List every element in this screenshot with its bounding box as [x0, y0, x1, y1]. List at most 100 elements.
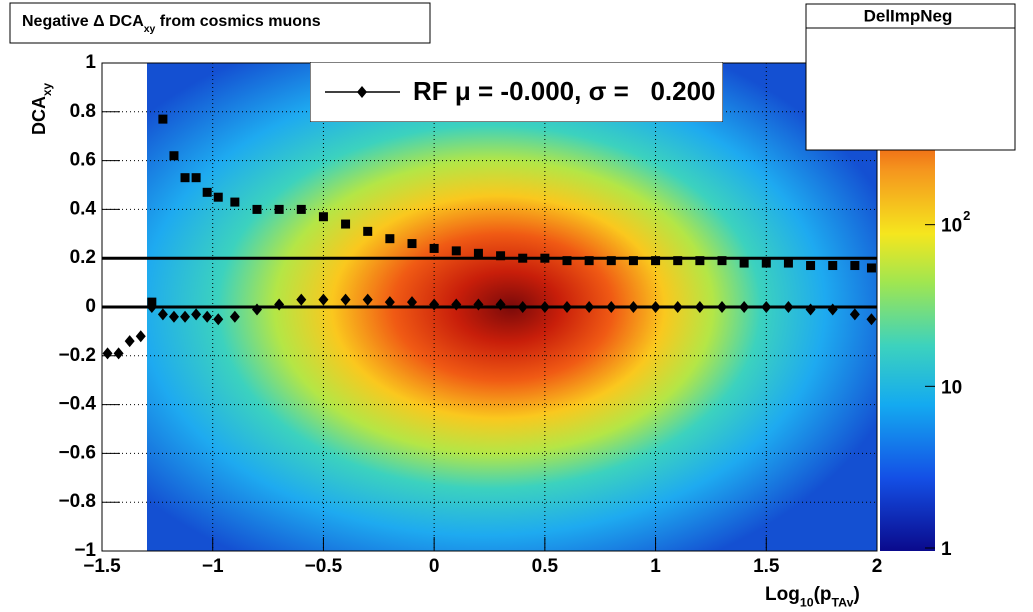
- rms-marker: [318, 212, 328, 222]
- rms-marker: [191, 173, 201, 183]
- rms-marker: [202, 187, 212, 197]
- subscript: TAv: [832, 596, 854, 610]
- y-tick-label: 0.8: [70, 101, 96, 122]
- mean-marker: [473, 298, 484, 311]
- rms-marker: [407, 239, 417, 249]
- z-tick-label: 1: [941, 539, 952, 560]
- y-tick-label: 0.4: [70, 198, 97, 219]
- mean-marker: [584, 301, 595, 313]
- mean-marker: [451, 298, 462, 311]
- rms-marker: [473, 248, 483, 258]
- x-tick-label: 1.5: [753, 556, 780, 577]
- mean-marker: [539, 301, 550, 313]
- rms-marker: [806, 261, 816, 271]
- rms-marker: [274, 204, 284, 214]
- subscript: xy: [41, 82, 54, 96]
- mean-marker: [124, 335, 135, 348]
- y-tick-label: 0.6: [70, 150, 96, 171]
- rms-marker: [850, 261, 860, 271]
- subscript: 10: [800, 596, 814, 610]
- mean-marker: [135, 330, 146, 343]
- text-part: from cosmics muons: [155, 13, 320, 30]
- x-tick-label: 1: [650, 556, 661, 577]
- rms-marker: [451, 246, 461, 256]
- text-part: (p: [814, 584, 832, 605]
- mean-marker: [252, 303, 262, 316]
- rms-marker: [651, 256, 661, 266]
- title-box: [9, 2, 431, 44]
- mean-marker: [650, 301, 661, 313]
- mean-marker: [805, 303, 816, 316]
- rms-marker: [673, 256, 683, 266]
- mean-marker: [866, 313, 877, 326]
- z-tick-label: 10: [941, 216, 962, 237]
- rms-marker: [518, 253, 528, 263]
- mean-marker: [849, 308, 860, 321]
- rms-marker: [866, 263, 876, 273]
- subscript: xy: [144, 24, 156, 35]
- x-tick-label: 2: [872, 556, 883, 577]
- mean-marker: [827, 303, 838, 316]
- x-tick-label: −0.5: [305, 556, 343, 577]
- y-axis-label: DCAxy: [29, 82, 54, 135]
- rms-marker: [296, 204, 306, 214]
- z-tick-exponent: 2: [963, 208, 970, 223]
- rms-marker: [540, 253, 550, 263]
- mean-marker: [318, 293, 329, 306]
- legend-marker: [357, 86, 367, 98]
- rms-marker: [761, 258, 771, 268]
- rms-marker: [783, 258, 793, 268]
- rms-marker: [828, 261, 838, 271]
- x-tick-label: −1.5: [83, 556, 121, 577]
- text-part: DCA: [29, 96, 49, 135]
- y-tick-label: −0.6: [58, 442, 96, 463]
- rms-marker: [180, 173, 190, 183]
- y-tick-label: −1: [74, 540, 96, 561]
- mean-marker: [191, 308, 202, 321]
- mean-marker: [672, 301, 683, 313]
- legend: RF μ = -0.000, σ = 0.200: [310, 62, 723, 122]
- mean-marker: [606, 301, 617, 313]
- chart-title: Negative Δ DCAxy from cosmics muons: [22, 13, 321, 35]
- y-tick-label: −0.4: [58, 394, 96, 415]
- rms-marker: [230, 197, 240, 207]
- mean-marker: [362, 293, 373, 306]
- rms-marker: [562, 256, 572, 266]
- mean-marker: [113, 347, 124, 360]
- rms-marker: [147, 297, 157, 307]
- x-tick-label: 0: [429, 556, 440, 577]
- stats-frame: [805, 3, 1016, 151]
- legend-label: RF μ = -0.000, σ = 0.200: [413, 76, 716, 106]
- mean-marker: [202, 310, 213, 323]
- rms-marker: [584, 256, 594, 266]
- mean-marker: [517, 301, 528, 313]
- mean-marker: [296, 293, 307, 306]
- mean-marker: [213, 313, 224, 326]
- mean-marker: [761, 301, 772, 313]
- mean-marker: [157, 308, 168, 321]
- mean-marker: [407, 296, 417, 309]
- stats-title: DelImpNeg: [864, 6, 953, 25]
- mean-marker: [168, 310, 179, 323]
- text-part: ): [853, 584, 859, 605]
- text-part: Negative Δ DCA: [22, 13, 144, 30]
- mean-marker: [694, 301, 705, 313]
- mean-marker: [229, 310, 240, 323]
- y-tick-label: −0.2: [58, 345, 96, 366]
- mean-marker: [717, 301, 727, 313]
- mean-marker: [429, 298, 440, 311]
- mean-marker: [340, 293, 351, 306]
- text-part: Log: [765, 584, 800, 605]
- rms-marker: [496, 251, 506, 261]
- rms-marker: [169, 151, 179, 161]
- rms-marker: [429, 243, 439, 253]
- y-tick-label: 0: [85, 296, 96, 317]
- x-tick-label: −1: [202, 556, 224, 577]
- stats-box: DelImpNeg: [805, 3, 1016, 151]
- rms-marker: [158, 114, 168, 124]
- mean-marker: [274, 298, 285, 311]
- mean-marker: [628, 301, 639, 313]
- rms-marker: [213, 192, 223, 202]
- rms-marker: [252, 204, 262, 214]
